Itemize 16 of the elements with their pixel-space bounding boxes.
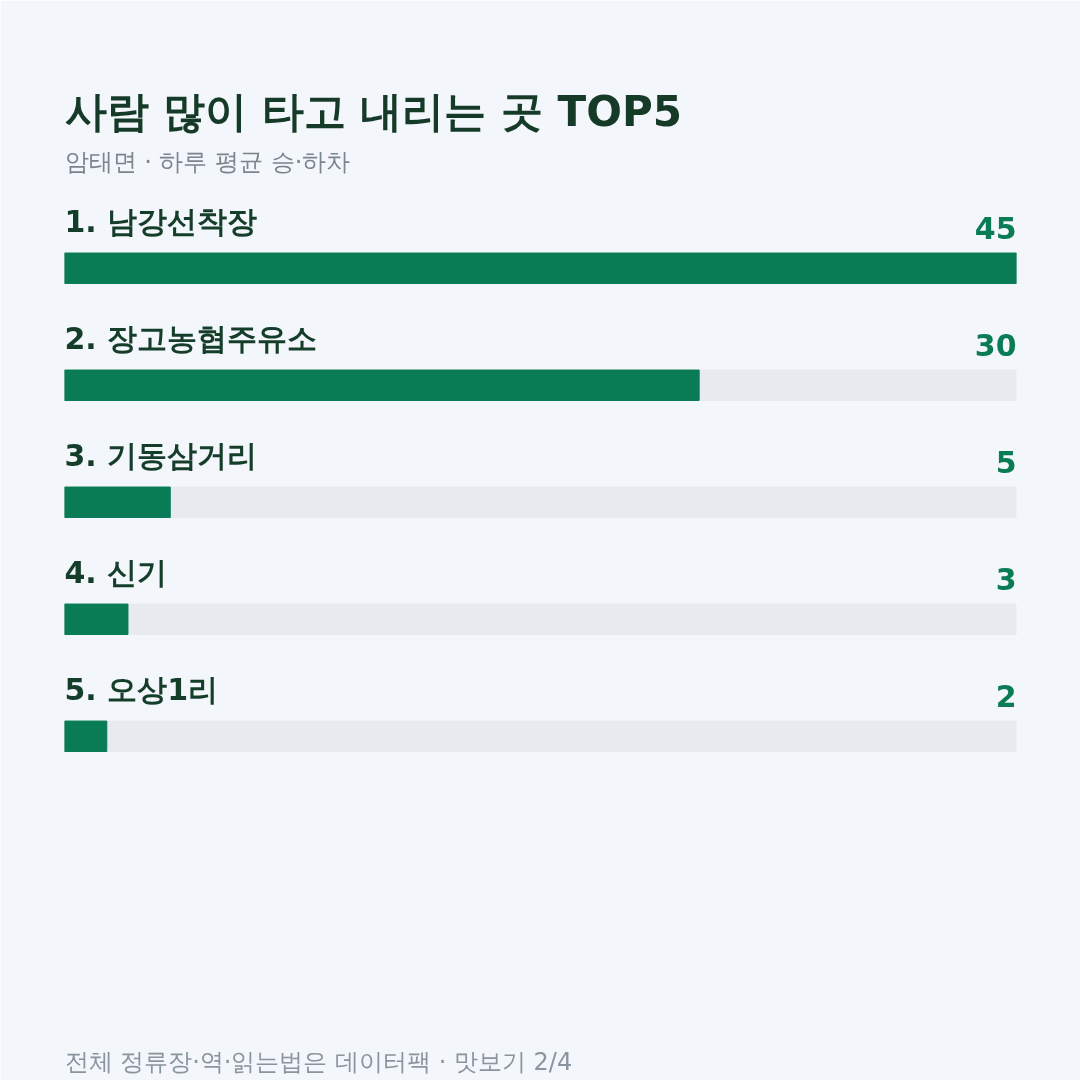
y-tick-label: 3. 기동삼거리	[64, 438, 258, 474]
bar	[64, 720, 108, 752]
y-tick-label: 1. 남강선착장	[64, 204, 258, 239]
y-tick-label: 4. 신기	[64, 555, 168, 591]
y-tick-label: 5. 오상1리	[64, 672, 219, 708]
chart-title: 사람 많이 타고 내리는 곳 TOP5	[64, 86, 682, 136]
data-label: 45	[974, 211, 1017, 246]
data-label: 30	[974, 328, 1017, 364]
data-label: 2	[995, 679, 1017, 715]
y-tick-label: 2. 장고농협주유소	[64, 321, 318, 357]
chart-subtitle: 암태면 · 하루 평균 승·하차	[64, 147, 351, 176]
bar	[64, 603, 129, 635]
data-label: 3	[995, 562, 1017, 598]
bar	[64, 486, 171, 518]
text: 전체 정류장·역·읽는법은 데이터팩 · 맛보기 2/4	[64, 1047, 573, 1076]
data-label: 5	[995, 445, 1017, 481]
